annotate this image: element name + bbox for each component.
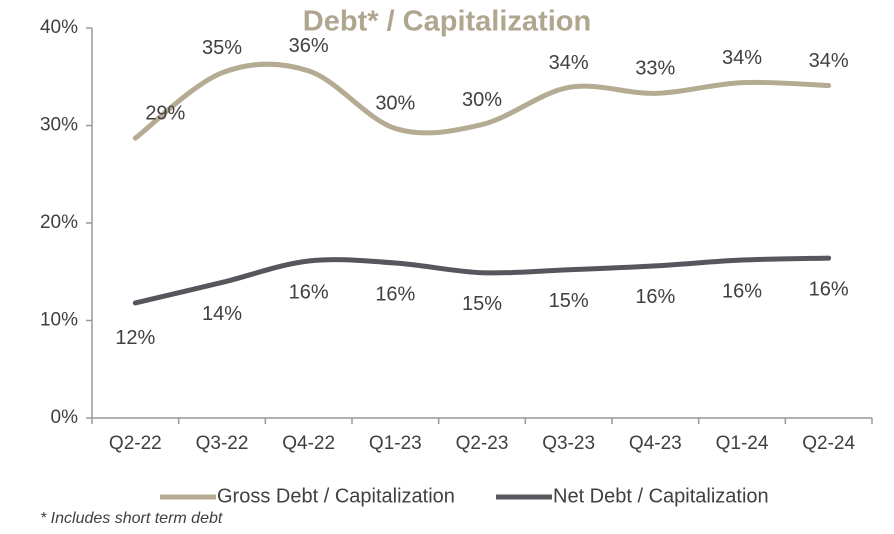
data-label: 33% xyxy=(635,58,675,80)
footnote: * Includes short term debt xyxy=(40,510,223,527)
chart-title: Debt* / Capitalization xyxy=(303,6,591,38)
data-label: 12% xyxy=(115,327,155,349)
data-label: 34% xyxy=(722,47,762,69)
y-tick-label: 0% xyxy=(51,407,79,428)
data-label: 14% xyxy=(202,303,242,325)
data-label: 16% xyxy=(722,280,762,302)
data-label: 29% xyxy=(145,102,185,124)
y-tick-label: 20% xyxy=(40,212,78,233)
data-label: 36% xyxy=(289,35,329,57)
legend-label: Gross Debt / Capitalization xyxy=(217,485,455,507)
data-label: 30% xyxy=(462,89,502,111)
data-label: 16% xyxy=(375,283,415,305)
data-label: 16% xyxy=(635,286,675,308)
x-tick-label: Q3-23 xyxy=(542,433,595,454)
data-label: 30% xyxy=(375,93,415,115)
x-tick-label: Q4-23 xyxy=(629,433,682,454)
series-line xyxy=(132,61,832,141)
legend-label: Net Debt / Capitalization xyxy=(553,485,769,507)
y-tick-label: 40% xyxy=(40,17,78,38)
x-tick-label: Q2-22 xyxy=(109,433,162,454)
x-tick-label: Q2-24 xyxy=(802,433,855,454)
data-label: 35% xyxy=(202,37,242,59)
data-label: 16% xyxy=(289,281,329,303)
data-label: 34% xyxy=(809,50,849,72)
series-line xyxy=(132,255,832,306)
data-label: 34% xyxy=(549,52,589,74)
data-label: 15% xyxy=(462,293,502,315)
x-tick-label: Q1-23 xyxy=(369,433,422,454)
x-tick-label: Q4-22 xyxy=(282,433,335,454)
y-tick-label: 10% xyxy=(40,310,78,331)
x-tick-label: Q3-22 xyxy=(196,433,249,454)
y-tick-label: 30% xyxy=(40,115,78,136)
data-label: 15% xyxy=(549,290,589,312)
x-tick-label: Q1-24 xyxy=(716,433,769,454)
data-label: 16% xyxy=(809,278,849,300)
x-tick-label: Q2-23 xyxy=(456,433,509,454)
